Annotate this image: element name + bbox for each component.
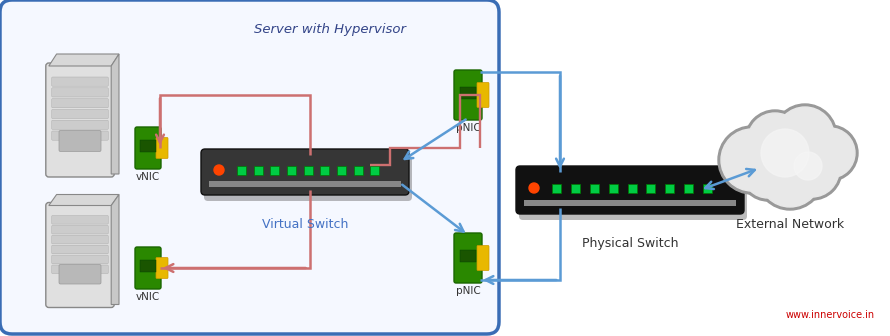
Circle shape <box>214 165 224 175</box>
FancyBboxPatch shape <box>52 235 109 244</box>
FancyBboxPatch shape <box>201 149 409 195</box>
FancyBboxPatch shape <box>204 155 412 201</box>
FancyBboxPatch shape <box>460 87 476 99</box>
FancyBboxPatch shape <box>353 166 362 174</box>
FancyBboxPatch shape <box>156 257 168 279</box>
FancyBboxPatch shape <box>303 166 312 174</box>
FancyBboxPatch shape <box>237 166 246 174</box>
Circle shape <box>759 145 821 207</box>
Circle shape <box>529 183 539 193</box>
FancyBboxPatch shape <box>135 247 161 289</box>
FancyBboxPatch shape <box>287 166 296 174</box>
Text: vNIC: vNIC <box>136 172 160 182</box>
FancyBboxPatch shape <box>52 88 109 97</box>
FancyBboxPatch shape <box>552 183 561 193</box>
Circle shape <box>773 104 837 168</box>
FancyBboxPatch shape <box>703 183 712 193</box>
FancyBboxPatch shape <box>609 183 618 193</box>
FancyBboxPatch shape <box>370 166 379 174</box>
Circle shape <box>785 143 839 197</box>
FancyBboxPatch shape <box>454 233 482 283</box>
Circle shape <box>743 148 793 198</box>
FancyBboxPatch shape <box>337 166 346 174</box>
Polygon shape <box>111 54 119 174</box>
FancyBboxPatch shape <box>516 166 744 214</box>
Circle shape <box>802 125 858 181</box>
Text: pNIC: pNIC <box>456 286 481 296</box>
FancyBboxPatch shape <box>52 77 109 86</box>
Text: External Network: External Network <box>736 218 844 231</box>
Circle shape <box>740 145 796 201</box>
FancyBboxPatch shape <box>477 83 489 108</box>
FancyBboxPatch shape <box>570 183 580 193</box>
FancyBboxPatch shape <box>135 127 161 169</box>
FancyBboxPatch shape <box>52 265 109 274</box>
Circle shape <box>782 140 842 200</box>
FancyBboxPatch shape <box>477 246 489 270</box>
Circle shape <box>721 129 783 191</box>
FancyBboxPatch shape <box>524 200 736 206</box>
FancyBboxPatch shape <box>52 131 109 140</box>
FancyBboxPatch shape <box>254 166 263 174</box>
FancyBboxPatch shape <box>59 264 101 284</box>
Text: Server with Hypervisor: Server with Hypervisor <box>254 24 406 37</box>
FancyBboxPatch shape <box>209 181 401 187</box>
FancyBboxPatch shape <box>646 183 655 193</box>
FancyBboxPatch shape <box>666 183 675 193</box>
FancyBboxPatch shape <box>320 166 329 174</box>
FancyBboxPatch shape <box>59 130 101 152</box>
FancyBboxPatch shape <box>52 225 109 234</box>
FancyBboxPatch shape <box>52 245 109 254</box>
FancyBboxPatch shape <box>52 98 109 108</box>
Circle shape <box>750 118 820 188</box>
Circle shape <box>748 113 802 167</box>
Text: www.innervoice.in: www.innervoice.in <box>786 310 875 320</box>
Circle shape <box>756 142 824 210</box>
FancyBboxPatch shape <box>140 260 156 272</box>
Circle shape <box>761 129 809 177</box>
Circle shape <box>718 126 786 194</box>
FancyBboxPatch shape <box>52 255 109 264</box>
FancyBboxPatch shape <box>590 183 599 193</box>
Text: pNIC: pNIC <box>456 123 481 133</box>
FancyBboxPatch shape <box>460 250 476 262</box>
FancyBboxPatch shape <box>627 183 636 193</box>
Circle shape <box>776 107 834 165</box>
Text: vNIC: vNIC <box>136 292 160 302</box>
Circle shape <box>794 152 822 180</box>
FancyBboxPatch shape <box>52 120 109 129</box>
Polygon shape <box>49 54 119 66</box>
Text: Virtual Switch: Virtual Switch <box>262 218 348 231</box>
Text: Physical Switch: Physical Switch <box>582 237 678 250</box>
FancyBboxPatch shape <box>454 70 482 120</box>
FancyBboxPatch shape <box>0 0 499 334</box>
Polygon shape <box>49 195 119 206</box>
FancyBboxPatch shape <box>52 110 109 119</box>
Circle shape <box>747 115 823 191</box>
FancyBboxPatch shape <box>45 63 114 177</box>
FancyBboxPatch shape <box>519 172 747 220</box>
FancyBboxPatch shape <box>140 140 156 152</box>
Circle shape <box>745 110 805 170</box>
FancyBboxPatch shape <box>271 166 279 174</box>
FancyBboxPatch shape <box>52 215 109 224</box>
FancyBboxPatch shape <box>684 183 693 193</box>
FancyBboxPatch shape <box>45 203 114 307</box>
Polygon shape <box>111 195 119 304</box>
Circle shape <box>805 128 855 178</box>
FancyBboxPatch shape <box>156 137 168 159</box>
